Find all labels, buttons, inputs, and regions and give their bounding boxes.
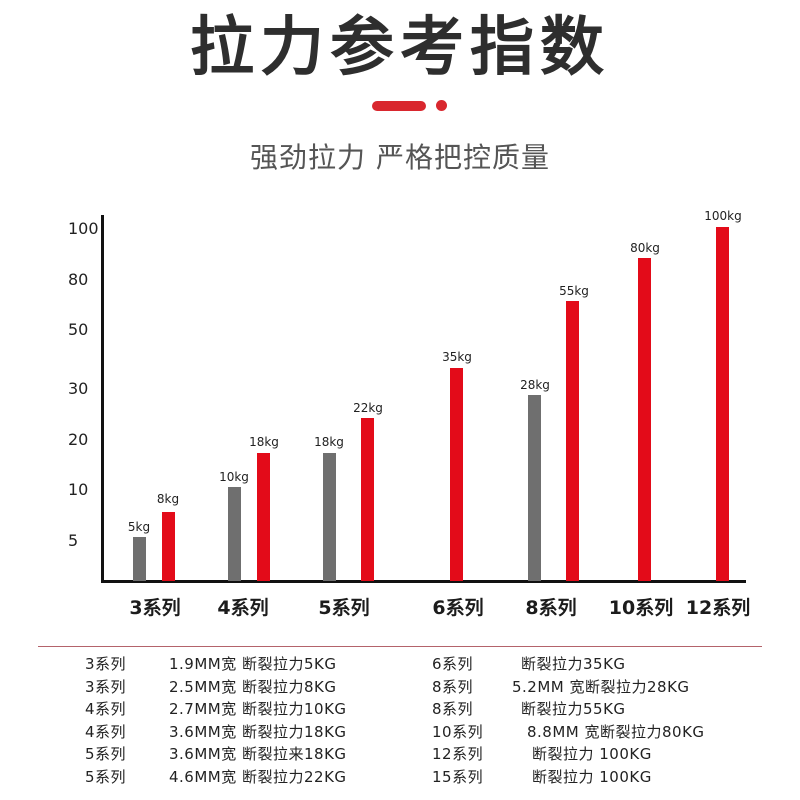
bar-value-label: 100kg: [704, 209, 742, 223]
bar-5-gray: [323, 453, 336, 581]
x-category-label: 4系列: [217, 597, 269, 619]
bar-4-red: [257, 453, 270, 581]
x-category-label: 6系列: [432, 597, 484, 619]
page-title: 拉力参考指数: [190, 11, 610, 85]
bar-8-gray: [528, 395, 541, 581]
y-tick-label: 10: [68, 480, 89, 499]
bar-value-label: 8kg: [156, 492, 180, 506]
spec-desc: 断裂拉力 100KG: [532, 745, 652, 763]
bar-value-label: 18kg: [249, 435, 279, 449]
y-tick-label: 5: [68, 531, 79, 550]
page-subtitle: 强劲拉力 严格把控质量: [250, 141, 550, 174]
bar-value-label: 5kg: [127, 520, 151, 534]
spec-series: 3系列: [85, 655, 127, 673]
spec-series: 15系列: [432, 767, 484, 786]
spec-series: 12系列: [432, 745, 484, 763]
bar-value-label: 80kg: [630, 241, 660, 255]
bar-value-label: 10kg: [219, 470, 249, 484]
bar-6-red: [450, 368, 463, 581]
spec-series: 4系列: [85, 700, 127, 718]
y-tick-label: 50: [68, 320, 89, 339]
spec-desc: 断裂拉力 100KG: [532, 767, 652, 786]
spec-row: 8系列 断裂拉力55KG: [432, 698, 772, 721]
title-accent-dot: [436, 100, 447, 111]
bar-3-red: [162, 512, 175, 581]
bar-value-label: 28kg: [520, 378, 550, 392]
spec-desc: 3.6MM宽 断裂拉力18KG: [169, 722, 347, 741]
x-category-label: 3系列: [129, 597, 181, 619]
bar-value-label: 35kg: [442, 350, 472, 364]
spec-desc: 2.7MM宽 断裂拉力10KG: [169, 700, 347, 718]
bar-10-red: [638, 258, 651, 581]
bar-value-label: 55kg: [559, 284, 589, 298]
spec-row: 10系列 8.8MM 宽断裂拉力80KG: [432, 721, 772, 744]
bar-5-red: [361, 418, 374, 581]
spec-row: 3系列 1.9MM宽 断裂拉力5KG: [85, 653, 405, 676]
bar-value-label: 22kg: [353, 401, 383, 415]
spec-desc: 断裂拉力35KG: [521, 655, 626, 673]
spec-series: 3系列: [85, 677, 127, 696]
spec-desc: 2.5MM宽 断裂拉力8KG: [169, 677, 337, 696]
spec-desc: 3.6MM宽 断裂拉来18KG: [169, 745, 347, 763]
y-tick-label: 100: [68, 219, 99, 238]
spec-desc: 5.2MM 宽断裂拉力28KG: [512, 677, 690, 696]
spec-series: 6系列: [432, 655, 474, 673]
y-tick-label: 80: [68, 270, 89, 289]
spec-desc: 断裂拉力55KG: [521, 700, 626, 718]
spec-row: 8系列 5.2MM 宽断裂拉力28KG: [432, 676, 772, 699]
spec-row: 4系列 2.7MM宽 断裂拉力10KG: [85, 698, 405, 721]
bar-12-red: [716, 227, 729, 581]
spec-row: 12系列 断裂拉力 100KG: [432, 743, 772, 766]
x-category-label: 12系列: [685, 597, 751, 619]
spec-series: 5系列: [85, 767, 127, 786]
spec-row: 5系列 3.6MM宽 断裂拉来18KG: [85, 743, 405, 766]
spec-row: 3系列 2.5MM宽 断裂拉力8KG: [85, 676, 405, 699]
spec-list-right: 6系列 断裂拉力35KG 8系列 5.2MM 宽断裂拉力28KG 8系列 断裂拉…: [432, 653, 772, 788]
spec-series: 10系列: [432, 722, 484, 741]
spec-series: 4系列: [85, 722, 127, 741]
spec-row: 4系列 3.6MM宽 断裂拉力18KG: [85, 721, 405, 744]
spec-list-left: 3系列 1.9MM宽 断裂拉力5KG 3系列 2.5MM宽 断裂拉力8KG 4系…: [85, 653, 405, 788]
title-accent-bar: [372, 101, 426, 111]
bar-value-label: 18kg: [314, 435, 344, 449]
x-category-label: 8系列: [525, 597, 577, 619]
spec-series: 8系列: [432, 700, 474, 718]
spec-desc: 4.6MM宽 断裂拉力22KG: [169, 767, 347, 786]
spec-series: 8系列: [432, 677, 474, 696]
y-tick-label: 20: [68, 430, 89, 449]
spec-desc: 1.9MM宽 断裂拉力5KG: [169, 655, 337, 673]
spec-series: 5系列: [85, 745, 127, 763]
spec-row: 5系列 4.6MM宽 断裂拉力22KG: [85, 766, 405, 789]
bar-8-red: [566, 301, 579, 581]
bar-4-gray: [228, 487, 241, 581]
y-axis-line: [101, 215, 104, 583]
spec-row: 15系列 断裂拉力 100KG: [432, 766, 772, 789]
x-category-label: 5系列: [318, 597, 370, 619]
x-axis-line: [101, 580, 746, 583]
bar-3-gray: [133, 537, 146, 581]
y-tick-label: 30: [68, 379, 89, 398]
section-divider: [38, 646, 762, 647]
spec-row: 6系列 断裂拉力35KG: [432, 653, 772, 676]
spec-desc: 8.8MM 宽断裂拉力80KG: [527, 722, 705, 741]
x-category-label: 10系列: [608, 597, 674, 619]
